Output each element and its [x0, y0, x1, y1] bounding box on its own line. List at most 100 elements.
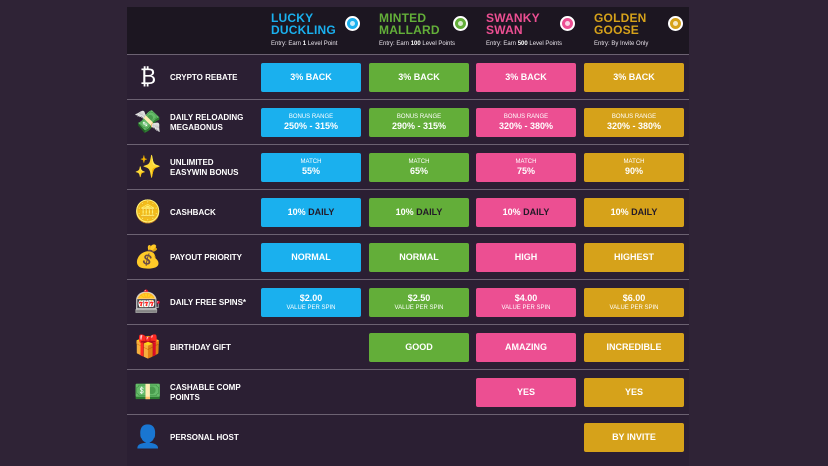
tier-name: GOLDEN GOOSE	[594, 11, 647, 37]
cell-caption: VALUE PER SPIN	[286, 305, 336, 311]
cell-value: 10% DAILY	[395, 207, 443, 217]
tier-benefit-cell: $6.00 VALUE PER SPIN	[584, 288, 684, 317]
tier-lucky-duckling: LUCKY DUCKLING Entry: Earn 1 Level Point	[261, 7, 369, 54]
vip-tiers-table: LUCKY DUCKLING Entry: Earn 1 Level Point M…	[127, 7, 689, 466]
benefit-row: 👤 PERSONAL HOST BY INVITE	[127, 414, 689, 460]
benefit-row: 🎁 BIRTHDAY GIFT GOOD AMAZING INCREDIBLE	[127, 324, 689, 370]
cell-value: 3% BACK	[290, 72, 332, 82]
cashback-coin-icon: 🪙	[134, 199, 162, 224]
cell-caption: BONUS RANGE	[503, 114, 549, 120]
benefit-row: ₿ CRYPTO REBATE 3% BACK 3% BACK 3% BACK 3% BA…	[127, 54, 689, 100]
tier-benefit-cell: HIGHEST	[584, 243, 684, 272]
cell-value: INCREDIBLE	[606, 342, 662, 352]
cell-value: 3% BACK	[398, 72, 440, 82]
sparkles-icon: ✨	[134, 154, 162, 179]
crypto-coin-icon: ₿	[139, 64, 157, 89]
cell-value: 3% BACK	[613, 72, 655, 82]
cell-value: $4.00	[514, 293, 538, 303]
cell-caption: VALUE PER SPIN	[501, 305, 551, 311]
money-bag-icon: 💰	[134, 244, 162, 269]
tier-benefit-cell: 3% BACK	[261, 63, 361, 92]
tier-benefit-cell: 3% BACK	[476, 63, 576, 92]
cell-caption: MATCH	[408, 159, 430, 165]
tier-benefit-cell: 10% DAILY	[369, 198, 469, 227]
benefit-label: PERSONAL HOST	[170, 432, 239, 442]
cell-value: 3% BACK	[505, 72, 547, 82]
tier-entry-requirement: Entry: Earn 500 Level Points	[486, 41, 563, 47]
tier-benefit-cell: $2.50 VALUE PER SPIN	[369, 288, 469, 317]
cell-value: GOOD	[405, 342, 433, 352]
tier-benefit-cell: MATCH 75%	[476, 153, 576, 182]
tier-badge-icon	[453, 16, 468, 31]
benefit-row: ✨ UNLIMITED EASYWIN BONUS MATCH 55% MATCH 65%…	[127, 144, 689, 190]
tier-benefit-cell: NORMAL	[369, 243, 469, 272]
benefit-label: CRYPTO REBATE	[170, 72, 238, 82]
cell-value: 90%	[624, 166, 643, 176]
slot-machine-icon: 🎰	[134, 289, 162, 314]
cell-caption: VALUE PER SPIN	[609, 305, 659, 311]
cell-value: YES	[516, 387, 535, 397]
tier-benefit-cell: $4.00 VALUE PER SPIN	[476, 288, 576, 317]
cell-caption: MATCH	[515, 159, 537, 165]
benefit-label: DAILY FREE SPINS*	[170, 297, 247, 307]
cell-value: 75%	[516, 166, 535, 176]
cell-value: 320% - 380%	[606, 121, 662, 131]
tier-benefit-cell: AMAZING	[476, 333, 576, 362]
tier-name: SWANKY SWAN	[486, 11, 540, 37]
tier-benefit-cell: BONUS RANGE 250% - 315%	[261, 108, 361, 137]
tier-benefit-cell: 3% BACK	[369, 63, 469, 92]
tier-benefit-cell: HIGH	[476, 243, 576, 272]
cell-value: 10% DAILY	[610, 207, 658, 217]
cell-value: NORMAL	[291, 252, 331, 262]
gift-icon: 🎁	[134, 334, 162, 359]
benefit-row: 💰 PAYOUT PRIORITY NORMAL NORMAL HIGH HIGHEST	[127, 234, 689, 280]
tier-header: LUCKY DUCKLING Entry: Earn 1 Level Point M…	[127, 7, 689, 54]
tier-benefit-cell: NORMAL	[261, 243, 361, 272]
cell-value: HIGH	[514, 252, 538, 262]
tier-entry-requirement: Entry: Earn 100 Level Points	[379, 41, 456, 47]
tier-golden-goose: GOLDEN GOOSE Entry: By Invite Only	[584, 7, 692, 54]
cell-value: 250% - 315%	[283, 121, 339, 131]
cell-value: 290% - 315%	[391, 121, 447, 131]
host-avatar-icon: 👤	[134, 424, 162, 449]
cell-caption: MATCH	[300, 159, 322, 165]
benefit-label: PAYOUT PRIORITY	[170, 252, 243, 262]
benefit-label: CASHABLE COMP POINTS	[170, 382, 241, 402]
tier-name: LUCKY DUCKLING	[271, 11, 336, 37]
tier-benefit-cell: BONUS RANGE 320% - 380%	[476, 108, 576, 137]
benefit-label: DAILY RELOADING MEGABONUS	[170, 112, 244, 132]
cell-caption: VALUE PER SPIN	[394, 305, 444, 311]
cell-value: 65%	[409, 166, 428, 176]
tier-swanky-swan: SWANKY SWAN Entry: Earn 500 Level Points	[476, 7, 584, 54]
tier-benefit-cell: 10% DAILY	[476, 198, 576, 227]
cell-value: 10% DAILY	[502, 207, 550, 217]
tier-entry-requirement: Entry: By Invite Only	[594, 41, 649, 47]
cell-caption: BONUS RANGE	[611, 114, 657, 120]
benefit-row: 🎰 DAILY FREE SPINS* $2.00 VALUE PER SPIN $2.…	[127, 279, 689, 325]
tier-minted-mallard: MINTED MALLARD Entry: Earn 100 Level Poin…	[369, 7, 477, 54]
tier-benefit-cell: BONUS RANGE 290% - 315%	[369, 108, 469, 137]
cell-value: YES	[624, 387, 643, 397]
cell-value: $2.00	[299, 293, 323, 303]
cell-value: AMAZING	[505, 342, 547, 352]
benefit-row: 🪙 CASHBACK 10% DAILY 10% DAILY 10% DAILY 10% …	[127, 189, 689, 235]
cell-value: $2.50	[407, 293, 431, 303]
tier-name: MINTED MALLARD	[379, 11, 440, 37]
tier-entry-requirement: Entry: Earn 1 Level Point	[271, 41, 338, 47]
benefit-label: UNLIMITED EASYWIN BONUS	[170, 157, 239, 177]
cell-caption: BONUS RANGE	[396, 114, 442, 120]
tier-benefit-cell: MATCH 90%	[584, 153, 684, 182]
cell-value: NORMAL	[399, 252, 439, 262]
tier-badge-icon	[560, 16, 575, 31]
benefit-label: BIRTHDAY GIFT	[170, 342, 231, 352]
tier-benefit-cell: MATCH 65%	[369, 153, 469, 182]
benefit-row: 💸 DAILY RELOADING MEGABONUS BONUS RANGE 250…	[127, 99, 689, 145]
benefit-row: 💵 CASHABLE COMP POINTS YES YES	[127, 369, 689, 415]
tier-benefit-cell: $2.00 VALUE PER SPIN	[261, 288, 361, 317]
tier-benefit-cell: 10% DAILY	[261, 198, 361, 227]
tier-benefit-cell: YES	[476, 378, 576, 407]
tier-benefit-cell: INCREDIBLE	[584, 333, 684, 362]
cell-value: 320% - 380%	[498, 121, 554, 131]
cell-caption: BONUS RANGE	[288, 114, 334, 120]
tier-benefit-cell: MATCH 55%	[261, 153, 361, 182]
